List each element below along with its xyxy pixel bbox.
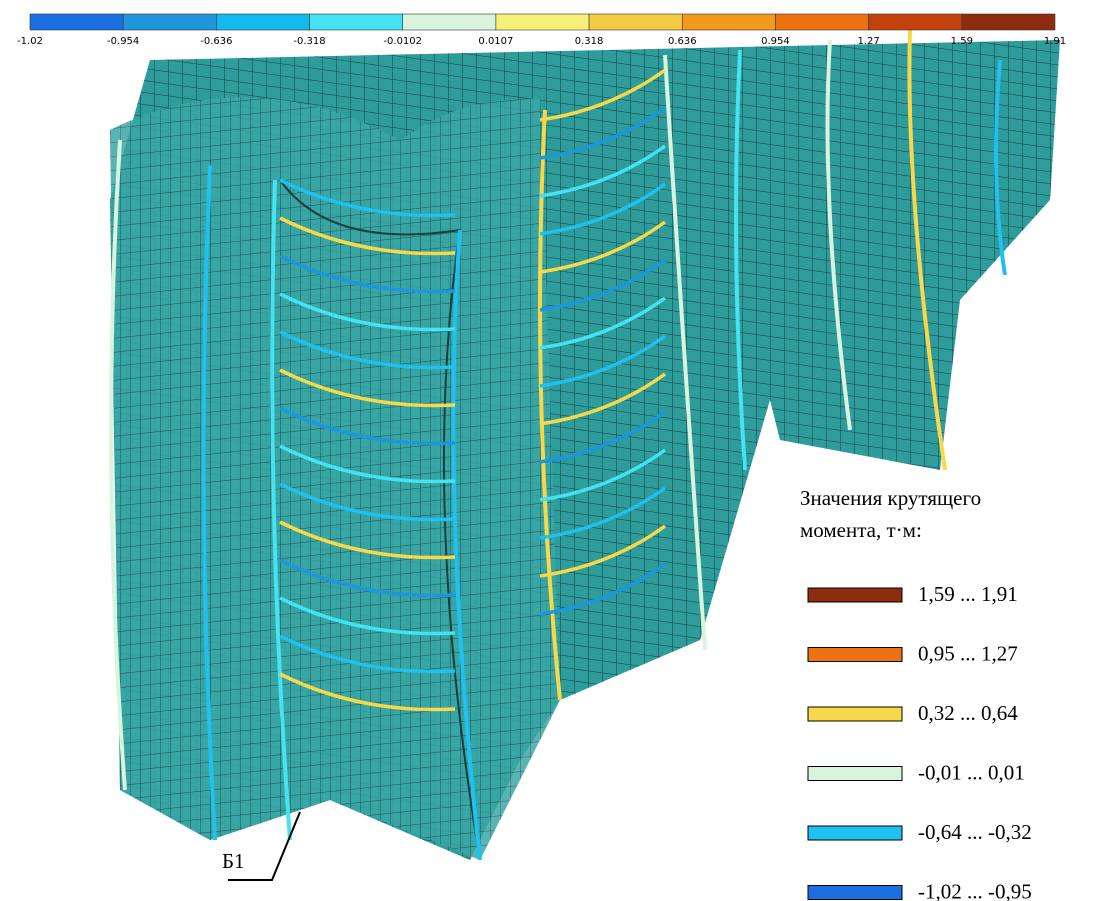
colorbar-segment (682, 14, 775, 30)
colorbar-segment (775, 14, 868, 30)
figure: -1.02 -0.954 -0.636 -0.318 -0.0102 0.0107 0.31… (0, 0, 1103, 901)
legend-swatch (808, 707, 902, 721)
legend-label: 1,59 ... 1,91 (918, 582, 1018, 606)
colorbar-tick-label: 1.27 (858, 36, 880, 47)
legend-swatch (808, 826, 902, 840)
mesh-model (110, 30, 1060, 860)
colorbar-tick-label: -0.954 (107, 36, 139, 47)
legend-label: 0,32 ... 0,64 (918, 701, 1018, 725)
callout-label: Б1 (222, 849, 245, 873)
colorbar-segment (310, 14, 403, 30)
legend-swatch (808, 886, 902, 900)
colorbar-tick-label: -1.02 (17, 36, 43, 47)
legend-label: -0,01 ... 0,01 (918, 761, 1025, 785)
legend-swatch (808, 648, 902, 662)
legend: Значения крутящего момента, т·м: 1,59 ... … (800, 486, 1032, 901)
colorbar-segment (869, 14, 962, 30)
colorbar-tick-label: -0.636 (200, 36, 232, 47)
colorbar-segment (962, 14, 1055, 30)
legend-label: 0,95 ... 1,27 (918, 642, 1018, 666)
colorbar-tick-label: 0.0107 (478, 36, 513, 47)
colorbar-segment (123, 14, 216, 30)
colorbar-tick-label: -0.318 (293, 36, 325, 47)
legend-label: -1,02 ... -0,95 (918, 880, 1032, 901)
colorbar-segment (30, 14, 123, 30)
colorbar-tick-label: 1.59 (951, 36, 973, 47)
legend-title: момента, т·м: (800, 518, 922, 542)
legend-title: Значения крутящего (800, 486, 981, 510)
colorbar-tick-label: 0.954 (761, 36, 790, 47)
colorbar-segment (216, 14, 309, 30)
legend-swatch (808, 767, 902, 781)
colorbar-tick-label: -0.0102 (383, 36, 422, 47)
colorbar-segment (589, 14, 682, 30)
colorbar-tick-label: 0.318 (575, 36, 604, 47)
legend-swatch (808, 588, 902, 602)
colorbar-tick-label: 0.636 (668, 36, 697, 47)
colorbar-segment (403, 14, 496, 30)
colorbar-segment (496, 14, 589, 30)
legend-label: -0,64 ... -0,32 (918, 820, 1032, 844)
colorbar-tick-label: 1.91 (1044, 36, 1066, 47)
